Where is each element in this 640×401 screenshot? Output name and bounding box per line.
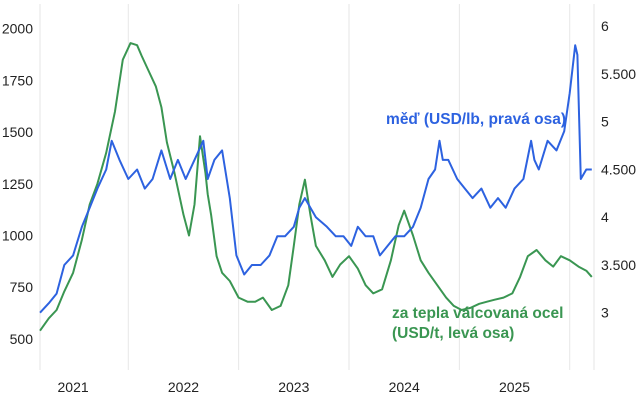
left-axis: 2000 1750 1500 1250 1000 750 500: [2, 21, 33, 347]
steel-annotation-line2: (USD/t, levá osa): [392, 325, 514, 342]
left-tick-label: 500: [10, 331, 34, 347]
left-tick-label: 1750: [2, 72, 33, 88]
right-tick-label: 6: [601, 18, 609, 34]
left-tick-label: 2000: [2, 21, 33, 37]
right-tick-label: 5: [601, 114, 609, 130]
x-tick-label: 2024: [389, 379, 420, 395]
left-tick-label: 1000: [2, 228, 33, 244]
grid-lines: [39, 4, 595, 370]
x-axis: 2021 2022 2023 2024 2025: [58, 379, 531, 395]
copper-series-line: [39, 44, 592, 314]
right-tick-label: 4.500: [601, 161, 636, 177]
left-tick-label: 1250: [2, 176, 33, 192]
x-tick-label: 2021: [58, 379, 89, 395]
steel-series-line: [39, 42, 593, 332]
left-tick-label: 1500: [2, 124, 33, 140]
right-axis: 6 5.500 5 4.500 4 3.500 3: [601, 18, 636, 320]
right-tick-label: 3: [601, 305, 609, 321]
right-tick-label: 4: [601, 209, 609, 225]
right-tick-label: 5.500: [601, 66, 636, 82]
copper-annotation: měď (USD/lb, pravá osa): [386, 111, 566, 128]
left-tick-label: 750: [10, 279, 34, 295]
steel-annotation-line1: za tepla válcovaná ocel: [392, 305, 563, 322]
x-tick-label: 2022: [168, 379, 199, 395]
x-tick-label: 2025: [499, 379, 530, 395]
x-tick-label: 2023: [278, 379, 309, 395]
right-tick-label: 3.500: [601, 257, 636, 273]
